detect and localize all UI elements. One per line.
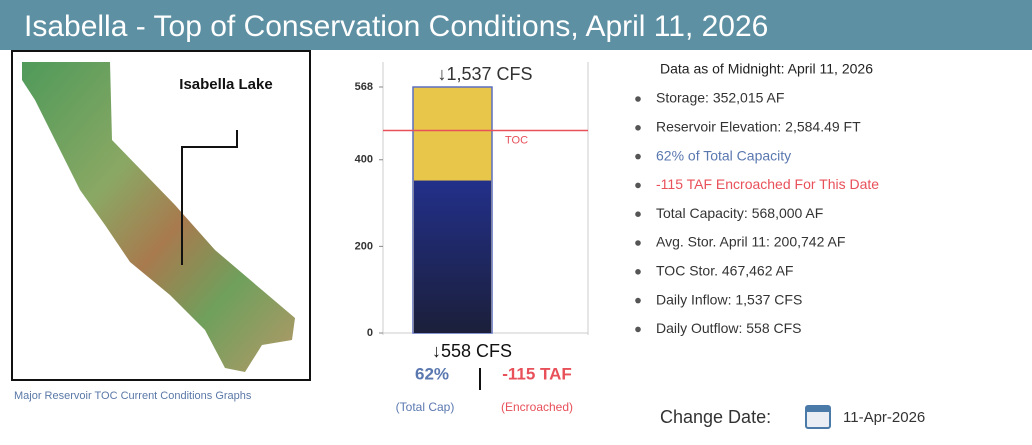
info-item: Daily Inflow: 1,537 CFS (656, 291, 802, 307)
y-tick-label: 400 (355, 154, 373, 166)
bullet-dot (635, 154, 641, 160)
percent-note: (Total Cap) (396, 400, 455, 414)
info-list: Storage: 352,015 AF Reservoir Elevation: … (635, 90, 879, 336)
bullet-dot (635, 183, 641, 189)
page-title: Isabella - Top of Conservation Condition… (24, 10, 768, 43)
dashboard: Isabella - Top of Conservation Condition… (0, 0, 1032, 445)
info-item: Daily Outflow: 558 CFS (656, 320, 802, 336)
bullet-dot (635, 269, 641, 275)
change-date-label: Change Date: (660, 407, 771, 427)
map-label: Isabella Lake (179, 76, 272, 93)
info-item: TOC Stor. 467,462 AF (656, 263, 793, 279)
encroached-label: -115 TAF (502, 364, 572, 383)
info-header: Data as of Midnight: April 11, 2026 (660, 61, 873, 77)
info-item: 62% of Total Capacity (656, 147, 791, 163)
calendar-icon[interactable] (806, 406, 830, 428)
info-item: -115 TAF Encroached For This Date (656, 176, 879, 192)
info-item: Total Capacity: 568,000 AF (656, 205, 823, 221)
bullet-dot (635, 240, 641, 246)
bullet-dot (635, 298, 641, 304)
storage-bar (414, 181, 491, 333)
change-date-value[interactable]: 11-Apr-2026 (843, 409, 925, 426)
y-tick-label: 568 (355, 81, 373, 93)
map-caption[interactable]: Major Reservoir TOC Current Conditions G… (14, 390, 252, 402)
reservoir-chart: 0 200 400 568 TOC ↓1,537 CFS ↓558 CFS 62% -115 T… (355, 62, 588, 414)
outflow-label: ↓558 CFS (432, 341, 512, 361)
percent-label: 62% (415, 364, 449, 383)
page: Isabella - Top of Conservation Condition… (0, 0, 1032, 445)
encroached-note: (Encroached) (501, 400, 573, 414)
bullet-dot (635, 125, 641, 131)
info-item: Reservoir Elevation: 2,584.49 FT (656, 119, 861, 135)
info-item: Storage: 352,015 AF (656, 90, 784, 106)
toc-label: TOC (505, 134, 528, 146)
calendar-top (806, 406, 830, 412)
bullet-dot (635, 327, 641, 333)
y-tick-label: 200 (355, 240, 373, 252)
bullet-dot (635, 211, 641, 217)
bullet-dot (635, 96, 641, 102)
inflow-label: ↓1,537 CFS (437, 64, 532, 84)
info-item: Avg. Stor. April 11: 200,742 AF (656, 234, 845, 250)
y-tick-label: 0 (367, 327, 373, 339)
